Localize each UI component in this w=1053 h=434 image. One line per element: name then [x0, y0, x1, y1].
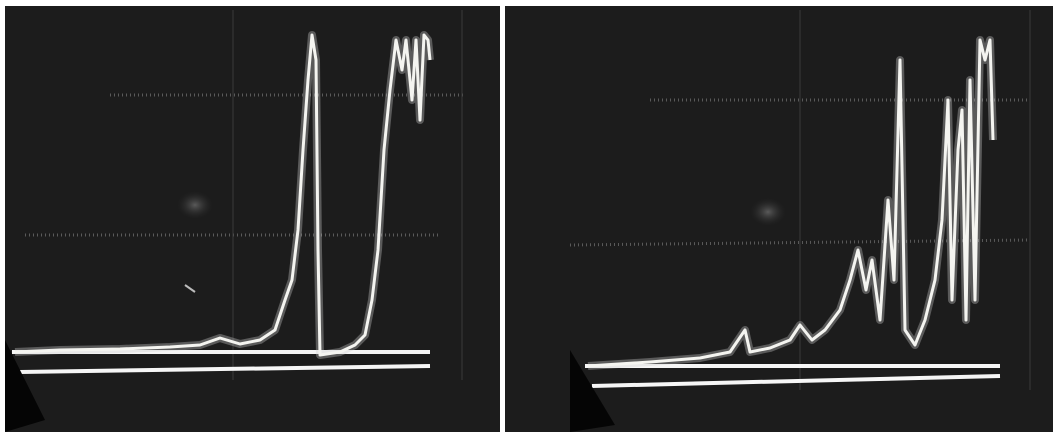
left-panel	[5, 6, 500, 432]
glare	[177, 191, 213, 219]
right-panel	[505, 6, 1053, 432]
glare	[750, 198, 786, 226]
